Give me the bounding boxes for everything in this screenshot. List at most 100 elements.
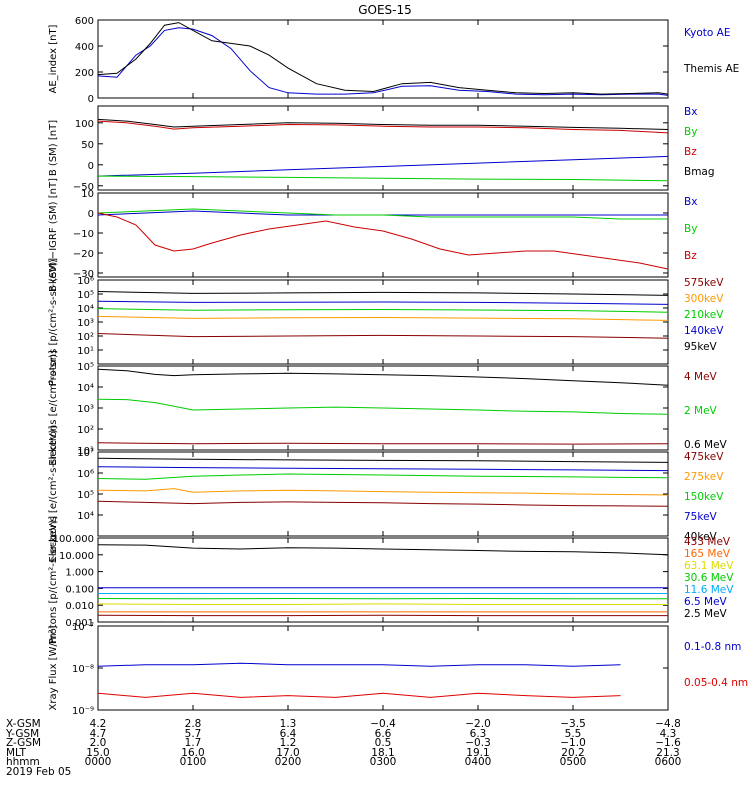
panel-frame	[97, 192, 669, 278]
y-tick-label: 10⁻⁸	[72, 664, 94, 675]
legend-entry: 0.6 MeV	[684, 439, 728, 451]
y-tick-label: 200	[75, 68, 94, 79]
y-tick-label: 10¹	[77, 446, 94, 457]
y-tick-label: 10⁴	[77, 383, 94, 394]
series-line-4	[97, 466, 669, 472]
legend-entry: 95keV	[684, 341, 718, 353]
y-axis-label: Protons [p/(cm²-s-sr-keV)]	[48, 516, 59, 644]
legend-entry: 140keV	[684, 325, 724, 337]
y-tick-label: 0	[88, 161, 94, 172]
y-tick-label: 10⁴	[77, 511, 94, 522]
legend-entry: Bz	[684, 250, 697, 262]
y-tick-label: 100.000	[53, 534, 94, 545]
legend-entry: 4 MeV	[684, 371, 718, 383]
series-line-3	[97, 473, 669, 480]
legend-entry: 2 MeV	[684, 405, 718, 417]
series-line-7	[97, 544, 669, 556]
legend-entry: 0.05-0.4 nm	[684, 677, 748, 689]
series-line-2	[97, 692, 621, 698]
panel-6: 10⁴ 10⁵ 10⁶ 10⁷ Electrons [e/(cm²-s-sr-keV)]…	[48, 425, 724, 562]
series-line-5	[97, 457, 669, 463]
series-line-2	[97, 398, 669, 415]
legend-entry: 11.6 MeV	[684, 584, 734, 596]
y-tick-label: 10⁵	[77, 290, 94, 301]
series-line-3	[97, 603, 668, 605]
legend-entry: Themis AE	[683, 63, 739, 75]
series-line-3	[97, 120, 669, 134]
y-tick-label: −10	[73, 229, 94, 240]
series-line-1	[97, 442, 669, 445]
y-tick-label: 10⁻⁹	[72, 706, 94, 717]
series-line-2	[97, 175, 669, 182]
legend-entry: 0.1-0.8 nm	[684, 641, 741, 653]
y-tick-label: 10⁷	[77, 448, 94, 459]
legend-entry: By	[684, 126, 697, 138]
y-tick-label: −30	[73, 269, 94, 280]
series-line-2	[97, 208, 668, 220]
legend-entry: 300keV	[684, 293, 724, 305]
y-axis-label: AE_index [nT]	[48, 24, 59, 93]
legend-entry: 75keV	[684, 511, 718, 523]
legend-entry: 210keV	[684, 309, 724, 321]
legend-entry: 40keV	[684, 531, 718, 543]
y-tick-label: 10⁶	[77, 276, 94, 287]
series-line-3	[97, 368, 669, 386]
series-line-3	[97, 308, 669, 313]
panel-frame	[97, 537, 669, 623]
y-tick-label: 0.001	[65, 618, 94, 629]
panel-8: 10⁻⁹ 10⁻⁸ 10⁻⁷ Xray Flux [W/m²] 0.1-0.8 nm 0.…	[48, 622, 748, 717]
series-line-1	[97, 500, 669, 507]
y-tick-label: 10³	[77, 318, 94, 329]
series-line-5	[97, 291, 669, 296]
series-line-2	[97, 315, 669, 321]
y-tick-label: 10⁶	[77, 469, 94, 480]
series-line-2	[97, 488, 669, 496]
legend-entry: 275keV	[684, 471, 724, 483]
y-tick-label: 600	[75, 16, 94, 27]
y-tick-label: 1.000	[65, 568, 94, 579]
series-line-3	[97, 212, 669, 270]
y-axis-label: Xray Flux [W/m²]	[48, 625, 59, 710]
y-tick-label: 0	[88, 94, 94, 105]
legend-entry: By	[684, 223, 697, 235]
legend-entry: 2.5 MeV	[684, 608, 728, 620]
series-line-4	[97, 300, 669, 305]
y-tick-label: 0	[88, 209, 94, 220]
y-axis-label: B (SM) [nT]	[48, 120, 59, 176]
y-tick-label: 10⁵	[77, 362, 94, 373]
series-line-1	[97, 333, 669, 339]
legend-entry: 6.5 MeV	[684, 596, 728, 608]
plot-title: GOES-15	[358, 3, 412, 17]
y-axis-label: Electrons [e/(cm²-s-sr)]	[48, 350, 59, 466]
panel-frame	[97, 19, 669, 99]
panel-4: 10¹ 10² 10³ 10⁴ 10⁵ 10⁶ Protons [p/(cm²-s-sr-k…	[48, 258, 724, 386]
legend-entry: Bz	[684, 146, 697, 158]
y-tick-label: 100	[75, 119, 94, 130]
legend-entry: 165 MeV	[684, 548, 731, 560]
y-axis-label: Electrons [e/(cm²-s-sr-keV)]	[48, 425, 59, 562]
legend-entry: 30.6 MeV	[684, 572, 734, 584]
legend-entry: Bx	[684, 196, 697, 208]
y-tick-label: 10³	[77, 404, 94, 415]
y-tick-label: 0.100	[65, 584, 94, 595]
y-tick-label: 50	[81, 140, 94, 151]
legend-entry: 575keV	[684, 277, 724, 289]
y-tick-label: 10⁴	[77, 304, 94, 315]
series-line-1	[97, 662, 621, 667]
y-axis-label: Protons [p/(cm²-s-sr-keV)]	[48, 258, 59, 386]
legend-entry: 475keV	[684, 451, 724, 463]
y-tick-label: −20	[73, 249, 94, 260]
legend-entry: Kyoto AE	[684, 27, 730, 39]
panel-2: −50 0 50 100 B (SM) [nT] Bx By Bz Bmag	[48, 105, 715, 193]
legend-entry: 63.1 MeV	[684, 560, 734, 572]
y-tick-label: −50	[73, 182, 94, 193]
y-tick-label: 400	[75, 42, 94, 53]
legend-entry: 150keV	[684, 491, 724, 503]
series-line-4	[97, 118, 669, 130]
y-tick-label: 10²	[77, 332, 94, 343]
y-tick-label: 10.000	[59, 551, 94, 562]
panel-frame	[97, 105, 669, 191]
legend-entry: 433 MeV	[684, 536, 731, 548]
series-line-2	[97, 22, 669, 95]
